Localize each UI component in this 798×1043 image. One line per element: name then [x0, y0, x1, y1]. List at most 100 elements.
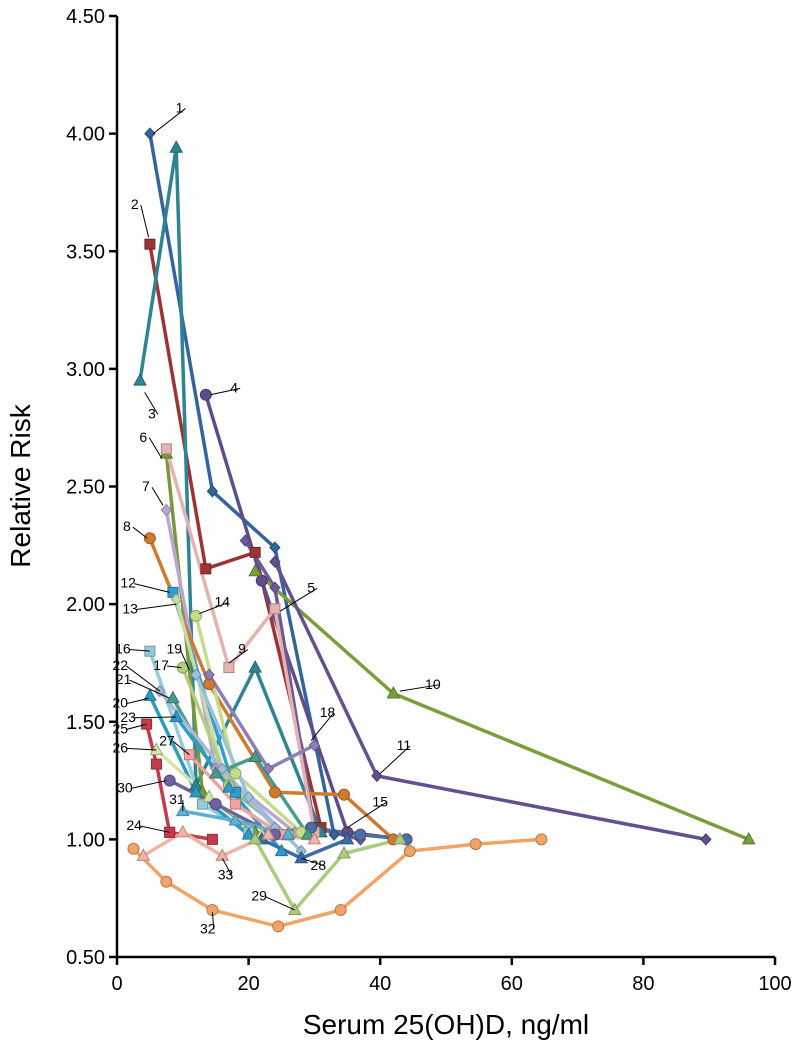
data-point-s18-3 — [308, 739, 321, 752]
y-tick-label-5: 2.50 — [66, 477, 105, 499]
data-point-s9-3 — [269, 603, 281, 615]
annotation-label-3: 3 — [148, 405, 156, 421]
x-tick-label-4: 60 — [501, 973, 523, 995]
annotation-label-6: 6 — [139, 429, 147, 445]
tick-layer: 0.50 1.00 1.50 2.00 2.50 3.00 3.50 4.00 4.50 0 20 4… — [66, 6, 792, 995]
data-point-s9-2 — [223, 662, 235, 674]
annotation-leader-12 — [134, 583, 170, 593]
data-point-s1-3 — [269, 541, 281, 554]
data-point-s3-4 — [248, 660, 263, 673]
annotation-label-1: 1 — [176, 99, 184, 115]
data-point-s10-3 — [741, 831, 756, 845]
annotation-label-33: 33 — [218, 866, 234, 882]
annotation-leader-17 — [167, 665, 182, 669]
annotation-leader-14 — [199, 602, 229, 615]
annotation-label-9: 9 — [238, 641, 246, 657]
annotation-label-8: 8 — [123, 518, 131, 534]
data-point-s2-3 — [249, 546, 261, 558]
annotation-label-29: 29 — [251, 888, 267, 904]
annotation-label-16: 16 — [115, 641, 131, 657]
data-point-s29-4 — [393, 831, 407, 845]
data-point-s1-4 — [328, 828, 340, 841]
data-point-s33-3 — [215, 848, 230, 861]
data-point-s30-2 — [209, 798, 222, 811]
annotation-label-21: 21 — [116, 671, 132, 687]
data-point-s23-3 — [274, 843, 289, 857]
data-point-s31-3 — [281, 827, 295, 840]
annotation-label-19: 19 — [166, 641, 182, 657]
data-point-s8-3 — [268, 786, 281, 799]
annotation-label-11: 11 — [397, 737, 412, 753]
data-point-s21-3 — [248, 749, 263, 763]
x-tick-label-6: 100 — [758, 973, 791, 995]
data-point-s32-1 — [127, 842, 140, 855]
annotation-label-30: 30 — [117, 779, 133, 795]
annotation-leader-19 — [179, 649, 190, 671]
annotation-leader-30 — [130, 780, 167, 789]
y-tick-label-9: 4.50 — [66, 6, 105, 28]
annotation-leader-9 — [228, 649, 249, 664]
x-tick-label-2: 20 — [237, 973, 259, 995]
annotation-leader-33 — [221, 857, 233, 876]
data-point-s29-3 — [337, 845, 351, 859]
data-point-s18-2 — [262, 762, 275, 776]
data-point-s11-3 — [700, 833, 712, 846]
data-point-s8-1 — [143, 532, 156, 545]
annotation-label-27: 27 — [159, 732, 175, 748]
data-point-s22-2 — [216, 762, 228, 776]
data-point-s33-4 — [261, 827, 276, 840]
series-line-32 — [131, 837, 544, 929]
y-tick-label-4: 2.00 — [66, 594, 105, 616]
data-point-s28-3 — [340, 831, 355, 845]
annotation-leader-4 — [210, 387, 241, 396]
data-point-s1-2 — [206, 484, 219, 498]
y-tick-label-3: 1.50 — [66, 712, 105, 734]
data-point-s7-1 — [160, 503, 173, 517]
annotation-label-5: 5 — [307, 579, 315, 595]
data-point-s14-1 — [189, 609, 202, 622]
data-point-s11-2 — [371, 769, 383, 783]
annotation-leader-16 — [128, 649, 150, 652]
x-axis-title: Serum 25(OH)D, ng/ml — [303, 1009, 589, 1040]
data-point-s14-2 — [229, 767, 242, 780]
annotation-leader-22 — [125, 665, 161, 692]
data-point-s31-2 — [228, 813, 243, 826]
data-point-s32-2 — [160, 875, 173, 888]
data-point-s3-1 — [133, 373, 147, 386]
y-tick-label-8: 4.00 — [66, 124, 105, 146]
annotation-leader-32 — [211, 912, 215, 930]
annotation-label-2: 2 — [131, 196, 139, 212]
data-point-s24-2 — [206, 833, 218, 845]
data-point-s20-3 — [241, 827, 256, 840]
annotation-leader-27 — [172, 740, 190, 756]
annotation-label-28: 28 — [311, 857, 327, 873]
data-point-s2-2 — [200, 563, 212, 575]
data-point-s15-2 — [354, 828, 367, 841]
y-tick-label-6: 3.00 — [66, 359, 105, 381]
data-point-s20-1 — [143, 688, 157, 701]
annotation-leader-25 — [126, 723, 147, 730]
data-point-s20-2 — [189, 784, 203, 798]
annotation-label-12: 12 — [120, 575, 136, 591]
annotation-label-17: 17 — [153, 657, 169, 673]
data-point-s5-1 — [239, 534, 251, 547]
data-point-s1-1 — [144, 127, 156, 140]
annotation-label-31: 31 — [169, 791, 185, 807]
annotation-leader-3 — [144, 392, 159, 415]
data-point-s5-2 — [269, 581, 281, 594]
data-point-s18-1 — [203, 668, 215, 681]
data-point-s4-1 — [199, 388, 212, 401]
data-point-s3-2 — [169, 140, 184, 153]
data-point-s32-4 — [272, 920, 285, 933]
data-point-s32-5 — [334, 903, 347, 916]
annotation-label-13: 13 — [122, 601, 138, 617]
annotation-leader-10 — [399, 684, 439, 692]
annotation-leader-5 — [279, 587, 318, 612]
annotation-leader-15 — [347, 802, 387, 829]
data-point-s32-6 — [403, 845, 416, 858]
data-point-s21-2 — [208, 765, 223, 779]
data-point-s26-1 — [149, 742, 164, 755]
marker-layer — [127, 127, 756, 933]
data-point-s19-1 — [190, 668, 202, 681]
annotation-label-26: 26 — [113, 739, 129, 755]
